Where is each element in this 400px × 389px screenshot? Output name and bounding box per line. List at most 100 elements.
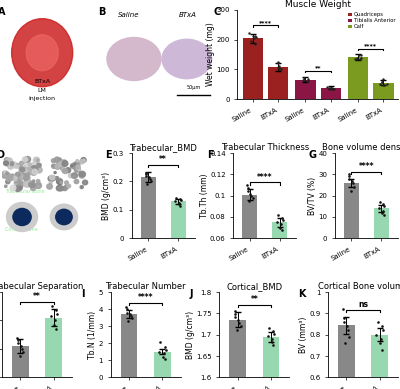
Point	[354, 56, 361, 62]
Circle shape	[2, 171, 8, 176]
Circle shape	[37, 159, 38, 161]
Point	[351, 56, 358, 62]
Point	[173, 195, 180, 201]
Point	[304, 77, 311, 84]
Circle shape	[32, 184, 36, 188]
Point	[324, 84, 330, 90]
Point	[53, 326, 59, 332]
Point	[248, 193, 254, 199]
Point	[172, 198, 178, 205]
Point	[236, 320, 242, 326]
Circle shape	[14, 182, 16, 184]
Point	[142, 170, 149, 176]
Point	[340, 306, 346, 312]
Text: injection: injection	[29, 96, 56, 101]
Bar	[295, 80, 316, 99]
Point	[328, 85, 335, 91]
Point	[380, 76, 386, 82]
Circle shape	[34, 157, 40, 163]
Circle shape	[79, 173, 84, 178]
Bar	[268, 67, 288, 99]
Circle shape	[6, 175, 13, 181]
Title: Cortical_BMD: Cortical_BMD	[226, 282, 282, 291]
Point	[177, 196, 184, 202]
Circle shape	[4, 158, 9, 162]
Bar	[272, 222, 287, 302]
Bar	[171, 202, 186, 238]
Point	[280, 217, 286, 223]
Circle shape	[4, 185, 7, 187]
Point	[126, 311, 133, 317]
Point	[268, 339, 275, 345]
Bar	[121, 314, 137, 377]
Circle shape	[58, 165, 62, 168]
Circle shape	[67, 184, 70, 188]
Point	[274, 64, 281, 70]
Point	[377, 81, 383, 87]
Circle shape	[26, 35, 58, 71]
Circle shape	[74, 179, 79, 184]
Point	[235, 317, 242, 323]
Circle shape	[24, 156, 30, 162]
Point	[351, 184, 357, 190]
Circle shape	[28, 163, 31, 166]
Circle shape	[76, 165, 80, 169]
Circle shape	[17, 177, 22, 182]
Circle shape	[4, 160, 9, 166]
Point	[342, 340, 349, 346]
Y-axis label: BMD (g/cm³): BMD (g/cm³)	[186, 311, 195, 359]
Point	[279, 215, 285, 221]
Circle shape	[27, 165, 33, 171]
Point	[381, 82, 387, 88]
Circle shape	[25, 172, 30, 177]
Point	[358, 54, 364, 61]
Bar	[263, 337, 279, 389]
Y-axis label: Tb.Th (mm): Tb.Th (mm)	[200, 173, 208, 218]
Point	[380, 82, 386, 88]
Circle shape	[80, 186, 83, 189]
Circle shape	[59, 162, 61, 163]
Point	[15, 340, 21, 346]
Circle shape	[10, 174, 14, 178]
Circle shape	[56, 177, 58, 179]
Text: 50μm: 50μm	[186, 85, 201, 90]
Point	[15, 337, 21, 343]
Point	[250, 35, 257, 41]
Circle shape	[55, 177, 58, 180]
Circle shape	[62, 186, 67, 191]
Text: B: B	[98, 7, 105, 17]
Text: BTxA: BTxA	[56, 156, 72, 161]
Circle shape	[9, 176, 11, 177]
Circle shape	[82, 159, 85, 162]
Circle shape	[20, 161, 24, 166]
Y-axis label: Wet weight (mg): Wet weight (mg)	[206, 23, 215, 86]
Point	[346, 175, 352, 182]
Circle shape	[17, 181, 24, 187]
Circle shape	[50, 175, 55, 180]
Point	[253, 34, 259, 40]
Circle shape	[23, 164, 25, 166]
Title: Cortical Bone volume: Cortical Bone volume	[318, 282, 400, 291]
Y-axis label: BV/TV (%): BV/TV (%)	[308, 177, 317, 215]
Point	[157, 338, 164, 345]
Circle shape	[74, 161, 80, 166]
Point	[276, 66, 282, 72]
Circle shape	[70, 163, 76, 168]
Circle shape	[19, 186, 22, 189]
Point	[346, 334, 352, 340]
Circle shape	[23, 172, 28, 177]
Circle shape	[56, 209, 72, 225]
Point	[345, 327, 351, 333]
Bar	[242, 194, 257, 302]
Bar	[338, 325, 355, 389]
Text: K: K	[298, 289, 306, 300]
Point	[300, 77, 306, 83]
Circle shape	[20, 168, 25, 172]
Circle shape	[79, 171, 86, 177]
Circle shape	[82, 180, 88, 185]
Point	[301, 77, 308, 83]
Point	[356, 52, 362, 58]
Circle shape	[16, 164, 19, 166]
Circle shape	[65, 184, 69, 187]
Point	[232, 308, 238, 314]
